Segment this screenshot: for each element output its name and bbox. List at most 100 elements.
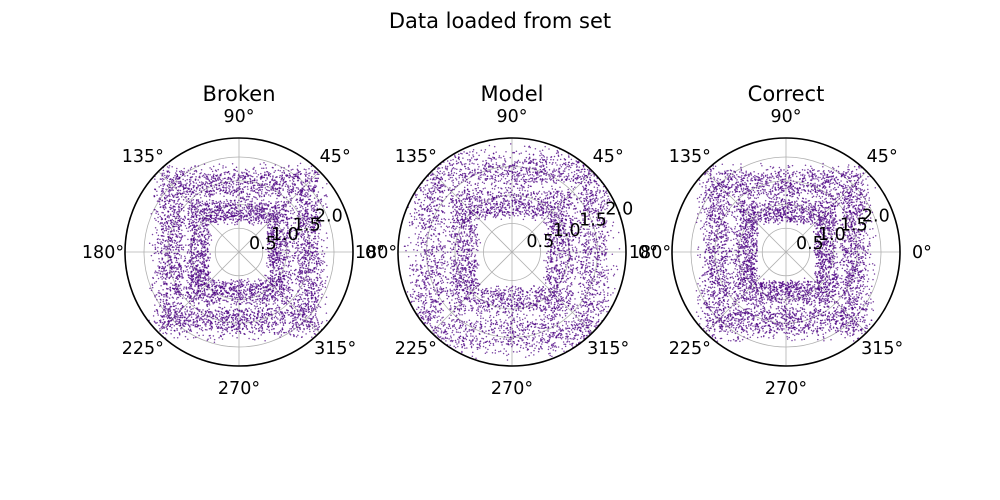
scatter-point [305,171,307,173]
scatter-point [219,290,222,293]
scatter-point [246,281,249,284]
scatter-point [264,340,266,342]
scatter-point [272,189,274,191]
scatter-point [318,262,321,265]
scatter-point [298,203,301,206]
scatter-point [300,306,303,308]
scatter-point [173,212,175,214]
scatter-point [238,188,241,190]
scatter-point [307,321,310,323]
scatter-point [285,205,287,208]
scatter-point [216,323,219,325]
scatter-point [283,216,286,218]
scatter-point [194,297,197,300]
scatter-point [292,319,295,322]
scatter-point [217,223,219,226]
scatter-point [277,254,279,257]
scatter-point [161,278,163,280]
scatter-point [282,206,285,209]
scatter-point [286,281,289,284]
scatter-point [218,286,221,288]
scatter-point [197,260,199,262]
scatter-point [208,259,211,262]
scatter-point [246,310,249,313]
scatter-point [178,232,181,235]
scatter-point [232,292,234,295]
scatter-point [267,266,270,268]
scatter-point [310,319,313,321]
scatter-point [274,236,277,239]
scatter-point [186,174,189,177]
scatter-point [272,287,275,290]
scatter-point [209,271,211,273]
scatter-point [238,212,240,214]
scatter-point [176,193,178,195]
scatter-point [183,325,186,327]
scatter-point [183,288,185,290]
scatter-point [169,226,172,229]
scatter-point [211,283,213,285]
scatter-point [232,289,235,292]
scatter-point [180,326,183,329]
scatter-point [309,258,311,261]
scatter-point [301,251,303,254]
scatter-point [263,161,265,164]
scatter-point [249,287,252,289]
scatter-point [189,267,191,269]
scatter-point [298,247,300,249]
scatter-point [166,199,168,202]
scatter-point [164,331,167,334]
scatter-point [200,204,203,207]
scatter-point [198,282,200,285]
scatter-point [168,310,170,312]
scatter-point [204,291,206,294]
scatter-point [311,207,313,210]
scatter-point [257,307,260,310]
scatter-point [275,312,277,315]
scatter-point [218,306,220,309]
scatter-point [311,269,314,272]
scatter-point [279,322,282,324]
scatter-point [176,327,178,330]
scatter-point [274,218,277,220]
scatter-point [191,276,193,279]
scatter-point [276,212,278,214]
scatter-point [180,268,182,271]
scatter-point [265,298,268,301]
scatter-point [197,315,200,318]
scatter-point [295,187,298,189]
scatter-point [163,208,166,211]
scatter-point [184,311,186,313]
scatter-point [170,180,173,182]
scatter-point [248,337,250,340]
scatter-point [195,314,197,316]
scatter-point [171,210,174,212]
scatter-point [180,246,183,249]
scatter-point [245,195,248,198]
scatter-point [241,321,244,323]
scatter-point [200,181,203,183]
scatter-point [315,268,318,270]
scatter-point [319,225,322,227]
scatter-point [310,280,313,282]
scatter-point [212,220,215,222]
scatter-point [274,221,277,224]
scatter-point [208,308,210,311]
scatter-point [285,287,288,289]
scatter-point [243,219,245,221]
scatter-point [283,300,286,303]
scatter-point [284,245,287,248]
scatter-point [200,328,203,331]
scatter-point [264,322,266,324]
scatter-point [260,334,262,336]
scatter-point [262,180,264,183]
scatter-point [247,195,250,198]
scatter-point [273,309,276,312]
scatter-point [241,285,244,288]
scatter-point [189,329,192,331]
scatter-point [259,307,262,309]
scatter-point [264,187,267,189]
scatter-point [314,184,316,187]
scatter-point [184,224,187,227]
scatter-point [232,298,234,300]
